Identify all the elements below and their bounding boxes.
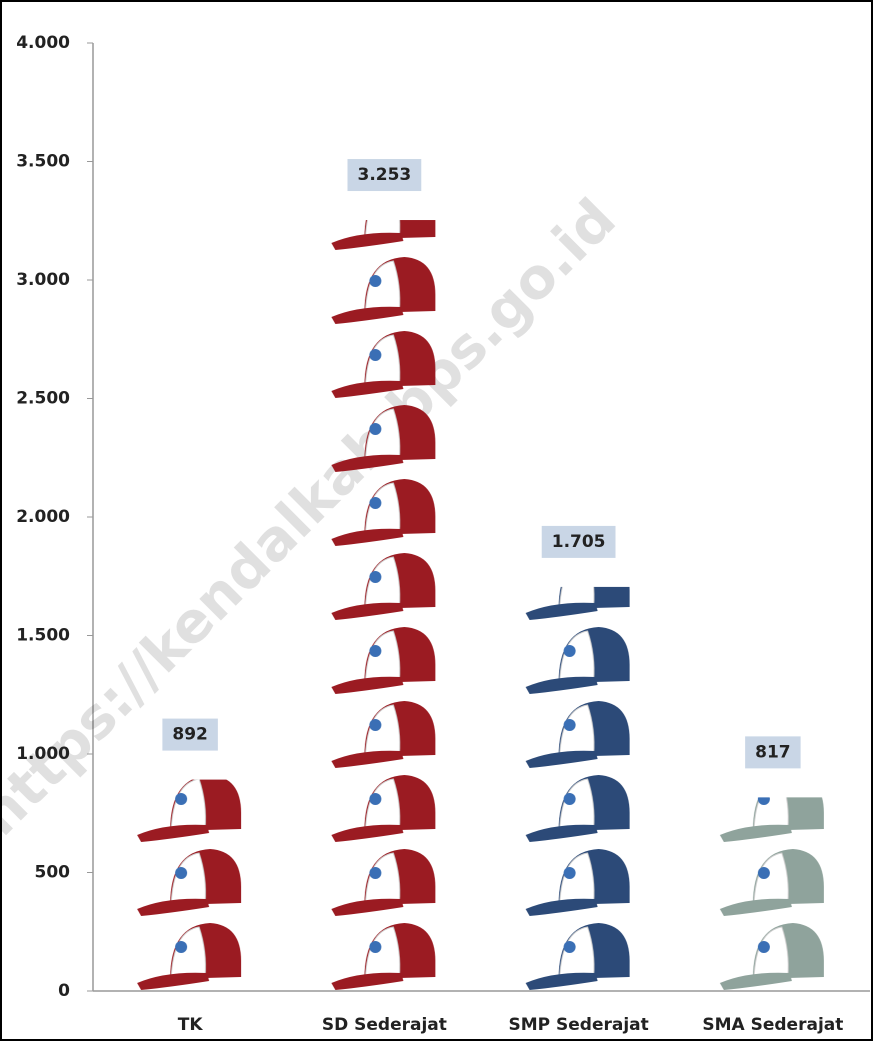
x-tick-label: SMP Sederajat — [508, 1015, 648, 1035]
value-label: 892 — [172, 725, 208, 745]
pictogram-bar — [524, 587, 634, 991]
y-tick-label: 4.000 — [16, 33, 70, 53]
y-tick-label: 3.000 — [16, 270, 70, 290]
y-tick-label: 3.500 — [16, 152, 70, 172]
y-tick-label: 2.000 — [16, 507, 70, 527]
y-tick-label: 500 — [35, 863, 71, 883]
pictogram-bar — [329, 220, 439, 991]
y-tick-label: 1.500 — [16, 626, 70, 646]
x-tick-label: SD Sederajat — [322, 1015, 447, 1035]
value-label: 817 — [755, 742, 791, 762]
y-tick-label: 0 — [58, 981, 70, 1001]
y-tick-label: 1.000 — [16, 744, 70, 764]
pictogram-bar — [718, 797, 828, 991]
pictogram-bar — [135, 780, 245, 991]
x-tick-label: TK — [178, 1015, 204, 1035]
value-label: 1.705 — [552, 532, 606, 552]
chart: https://kendalkab.bps.go.id05001.0001.50… — [0, 0, 873, 1041]
y-tick-label: 2.500 — [16, 389, 70, 409]
value-label: 3.253 — [357, 165, 411, 185]
x-tick-label: SMA Sederajat — [702, 1015, 843, 1035]
